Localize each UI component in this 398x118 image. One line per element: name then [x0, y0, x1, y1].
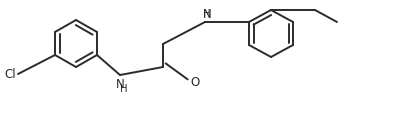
Text: H: H: [120, 84, 128, 94]
Text: N: N: [203, 8, 211, 21]
Text: O: O: [190, 76, 199, 89]
Text: H: H: [203, 9, 211, 19]
Text: Cl: Cl: [4, 67, 16, 80]
Text: N: N: [116, 78, 124, 91]
